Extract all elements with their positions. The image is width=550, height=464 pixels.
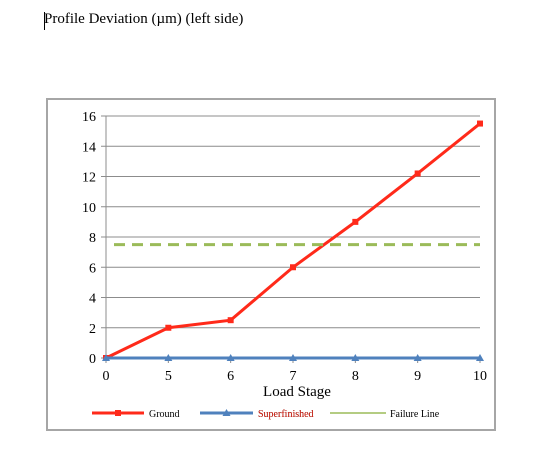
data-point-superfinished xyxy=(289,354,297,361)
data-point-ground xyxy=(227,317,234,324)
series-line-ground xyxy=(105,122,481,360)
y-tick-label: 0 xyxy=(89,352,96,367)
data-point-superfinished xyxy=(351,354,360,361)
page-title: Profile Deviation (µm) (left side) xyxy=(44,11,244,27)
data-point-superfinished xyxy=(102,354,110,361)
x-tick-label: 7 xyxy=(290,369,297,384)
y-tick-label: 4 xyxy=(89,292,96,307)
text-cursor xyxy=(44,12,45,30)
x-tick-labels: 0 5 6 7 8 9 10 xyxy=(103,369,488,384)
y-tick-labels: 0 2 4 6 8 10 12 14 16 xyxy=(82,110,96,367)
x-tick-label: 6 xyxy=(227,369,234,384)
y-tick-label: 12 xyxy=(82,171,96,186)
legend-overlay-text: Superfinished xyxy=(258,409,314,420)
legend-label-ground: Ground xyxy=(149,409,180,420)
y-tick-label: 14 xyxy=(82,140,96,155)
grid-layer xyxy=(101,115,481,363)
data-point-superfinished xyxy=(476,354,484,361)
legend-label-failure-line: Failure Line xyxy=(390,409,440,420)
legend-marker-superfinished xyxy=(222,409,231,416)
x-tick-label: 10 xyxy=(473,369,487,384)
data-point-ground xyxy=(165,324,172,331)
legend: Ground Superfinished Failure LineSuperfini… xyxy=(92,409,440,420)
chart-frame: 0 2 4 6 8 10 12 14 16 0 5 6 7 8 9 10 Load Stage Ground… xyxy=(46,98,496,431)
data-point-ground xyxy=(477,120,483,127)
x-tick-label: 0 xyxy=(103,369,110,384)
y-tick-label: 8 xyxy=(89,231,96,246)
line-chart: 0 2 4 6 8 10 12 14 16 0 5 6 7 8 9 10 Load Stage Ground… xyxy=(82,110,488,420)
legend-label-superfinished: Superfinished xyxy=(258,409,314,420)
legend-marker-ground xyxy=(115,410,121,416)
data-point-superfinished xyxy=(226,354,235,361)
x-tick-label: 5 xyxy=(165,369,172,384)
data-point-ground xyxy=(352,218,359,225)
x-tick-label: 9 xyxy=(414,369,421,384)
y-tick-label: 2 xyxy=(89,322,96,337)
series-layer xyxy=(102,120,484,361)
y-tick-label: 6 xyxy=(89,261,96,276)
data-point-superfinished xyxy=(413,354,422,361)
data-point-ground xyxy=(414,170,421,177)
data-point-superfinished xyxy=(164,354,173,361)
x-tick-label: 8 xyxy=(352,369,359,384)
data-point-ground xyxy=(290,264,296,271)
y-tick-label: 10 xyxy=(82,201,96,216)
y-tick-label: 16 xyxy=(82,110,96,125)
x-axis-label: Load Stage xyxy=(263,384,331,400)
